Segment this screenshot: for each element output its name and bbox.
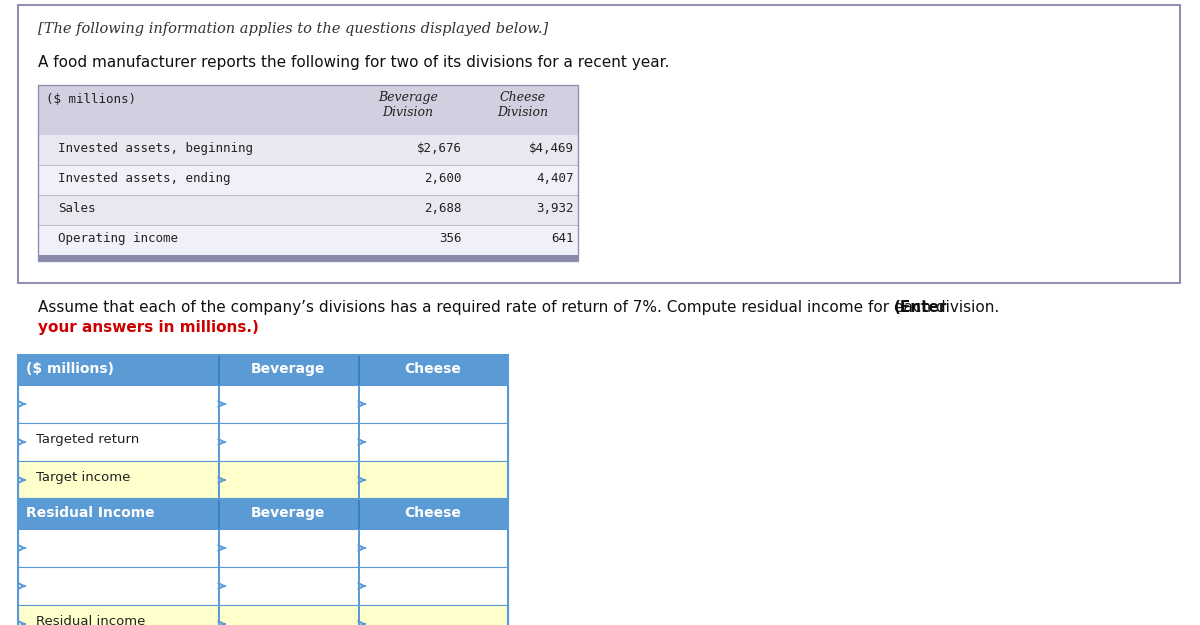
Text: ($ millions): ($ millions) bbox=[26, 362, 114, 376]
Bar bbox=[38, 225, 578, 255]
Bar bbox=[358, 385, 360, 423]
Bar bbox=[18, 605, 508, 625]
Text: Sales: Sales bbox=[58, 202, 96, 215]
Text: [The following information applies to the questions displayed below.]: [The following information applies to th… bbox=[38, 22, 548, 36]
Bar bbox=[38, 85, 578, 135]
Bar bbox=[358, 499, 360, 529]
Text: (Enter: (Enter bbox=[894, 300, 947, 315]
Bar bbox=[358, 423, 360, 461]
Text: 2,688: 2,688 bbox=[425, 202, 462, 215]
Text: your answers in millions.): your answers in millions.) bbox=[38, 320, 259, 335]
Text: Cheese
Division: Cheese Division bbox=[498, 91, 548, 119]
Text: Assume that each of the company’s divisions has a required rate of return of 7%.: Assume that each of the company’s divisi… bbox=[38, 300, 1004, 315]
Bar bbox=[358, 461, 360, 499]
Text: $4,469: $4,469 bbox=[529, 142, 574, 155]
Text: Invested assets, beginning: Invested assets, beginning bbox=[58, 142, 253, 155]
Text: A food manufacturer reports the following for two of its divisions for a recent : A food manufacturer reports the followin… bbox=[38, 55, 670, 70]
Text: Targeted return: Targeted return bbox=[36, 433, 139, 446]
Bar bbox=[38, 135, 578, 165]
Text: 641: 641 bbox=[552, 232, 574, 245]
Text: Cheese: Cheese bbox=[404, 362, 462, 376]
Bar bbox=[38, 165, 578, 195]
Bar bbox=[18, 385, 508, 423]
Bar bbox=[218, 355, 220, 385]
Text: Operating income: Operating income bbox=[58, 232, 178, 245]
Bar bbox=[358, 355, 360, 385]
Text: $2,676: $2,676 bbox=[418, 142, 462, 155]
Bar bbox=[18, 461, 508, 499]
Text: Cheese: Cheese bbox=[404, 506, 462, 520]
Bar bbox=[18, 355, 508, 499]
Bar bbox=[358, 529, 360, 567]
Text: Beverage: Beverage bbox=[251, 506, 325, 520]
Bar bbox=[18, 567, 508, 605]
Text: ($ millions): ($ millions) bbox=[46, 93, 136, 106]
Bar bbox=[358, 567, 360, 605]
Bar bbox=[18, 423, 508, 461]
Text: Beverage
Division: Beverage Division bbox=[378, 91, 438, 119]
Text: Invested assets, ending: Invested assets, ending bbox=[58, 172, 230, 185]
Bar bbox=[18, 529, 508, 567]
Bar bbox=[18, 5, 1180, 283]
Bar bbox=[38, 195, 578, 225]
Text: 2,600: 2,600 bbox=[425, 172, 462, 185]
Text: Target income: Target income bbox=[36, 471, 131, 484]
Bar bbox=[218, 461, 220, 499]
Bar bbox=[18, 355, 508, 385]
Bar bbox=[218, 423, 220, 461]
Text: Residual Income: Residual Income bbox=[26, 506, 155, 520]
Text: 3,932: 3,932 bbox=[536, 202, 574, 215]
Bar bbox=[38, 85, 578, 261]
Bar bbox=[218, 567, 220, 605]
Bar bbox=[218, 499, 220, 529]
Text: Beverage: Beverage bbox=[251, 362, 325, 376]
Text: 4,407: 4,407 bbox=[536, 172, 574, 185]
Bar bbox=[18, 499, 508, 625]
Text: 356: 356 bbox=[439, 232, 462, 245]
Bar bbox=[218, 529, 220, 567]
Text: Residual income: Residual income bbox=[36, 615, 145, 625]
Bar bbox=[218, 605, 220, 625]
Bar bbox=[218, 385, 220, 423]
Bar bbox=[38, 255, 578, 261]
Bar bbox=[358, 605, 360, 625]
Bar bbox=[18, 499, 508, 529]
